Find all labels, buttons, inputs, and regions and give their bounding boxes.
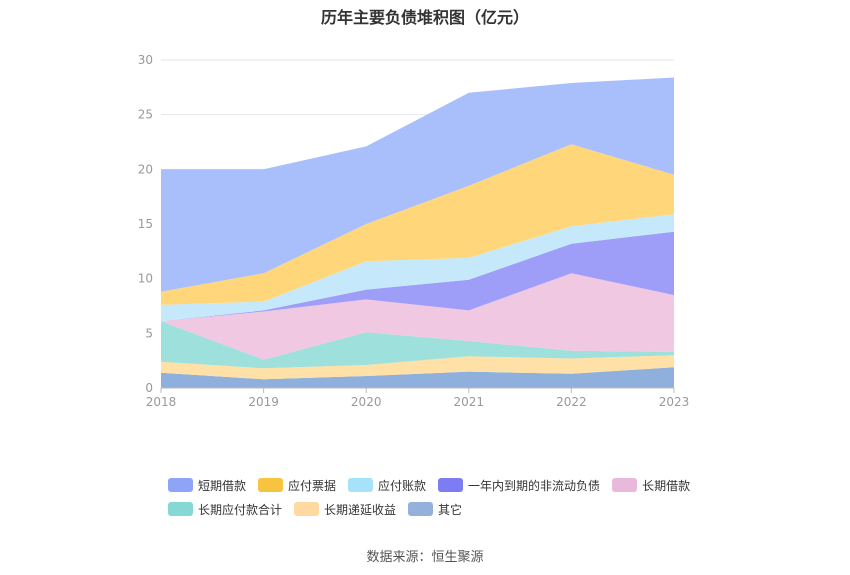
legend-label: 短期借款 <box>198 478 247 493</box>
y-tick-label: 0 <box>145 381 153 395</box>
legend-swatch <box>168 502 193 516</box>
legend-row: 短期借款 应付票据 应付账款 一年内到期的非流动负债 长期借款 <box>168 473 728 497</box>
legend-swatch <box>168 478 193 492</box>
legend-label: 长期借款 <box>642 478 691 493</box>
legend-item[interactable]: 长期应付款合计 <box>168 501 282 518</box>
legend-swatch <box>612 478 638 492</box>
legend-swatch <box>438 478 464 492</box>
area-series-4 <box>161 231 674 322</box>
y-tick-label: 20 <box>138 162 153 176</box>
legend-swatch <box>408 502 434 516</box>
legend-item[interactable]: 短期借款 <box>168 477 246 494</box>
area-series-3 <box>161 273 674 360</box>
legend-label: 应付票据 <box>288 478 337 493</box>
legend-item[interactable]: 应付账款 <box>348 477 426 494</box>
legend-item[interactable]: 长期递延收益 <box>294 501 396 518</box>
y-tick-label: 25 <box>138 108 153 122</box>
area-series-0 <box>161 367 674 388</box>
y-tick-label: 10 <box>138 272 153 286</box>
area-series-2 <box>161 321 674 369</box>
legend-swatch <box>258 478 284 492</box>
area-series-7 <box>161 77 674 292</box>
x-tick-label: 2023 <box>659 395 690 409</box>
y-tick-label: 30 <box>138 53 153 67</box>
x-tick-label: 2022 <box>556 395 587 409</box>
y-tick-label: 15 <box>138 217 153 231</box>
legend-label: 其它 <box>438 502 463 517</box>
area-series-1 <box>161 355 674 380</box>
chart-title: 历年主要负债堆积图（亿元） <box>320 8 529 27</box>
y-tick-label: 5 <box>145 326 153 340</box>
x-tick-label: 2019 <box>248 395 279 409</box>
legend-row: 长期应付款合计 长期递延收益 其它 <box>168 497 728 521</box>
x-tick-label: 2021 <box>454 395 485 409</box>
legend-label: 长期递延收益 <box>324 502 397 517</box>
area-series-6 <box>161 144 674 305</box>
legend-swatch <box>294 502 320 516</box>
area-series-5 <box>161 214 674 322</box>
legend-item[interactable]: 长期借款 <box>612 477 690 494</box>
legend-item[interactable]: 其它 <box>408 501 462 518</box>
legend-item[interactable]: 应付票据 <box>258 477 336 494</box>
x-tick-label: 2018 <box>146 395 177 409</box>
data-source-note: 数据来源：恒生聚源 <box>366 550 484 565</box>
legend-item[interactable]: 一年内到期的非流动负债 <box>438 477 600 494</box>
legend-swatch <box>348 478 374 492</box>
x-tick-label: 2020 <box>351 395 382 409</box>
chart-legend: 短期借款 应付票据 应付账款 一年内到期的非流动负债 长期借款长期应付款合计 长期递延收益… <box>168 473 728 521</box>
legend-label: 一年内到期的非流动负债 <box>468 478 601 493</box>
legend-label: 应付账款 <box>378 478 427 493</box>
legend-label: 长期应付款合计 <box>198 502 283 517</box>
